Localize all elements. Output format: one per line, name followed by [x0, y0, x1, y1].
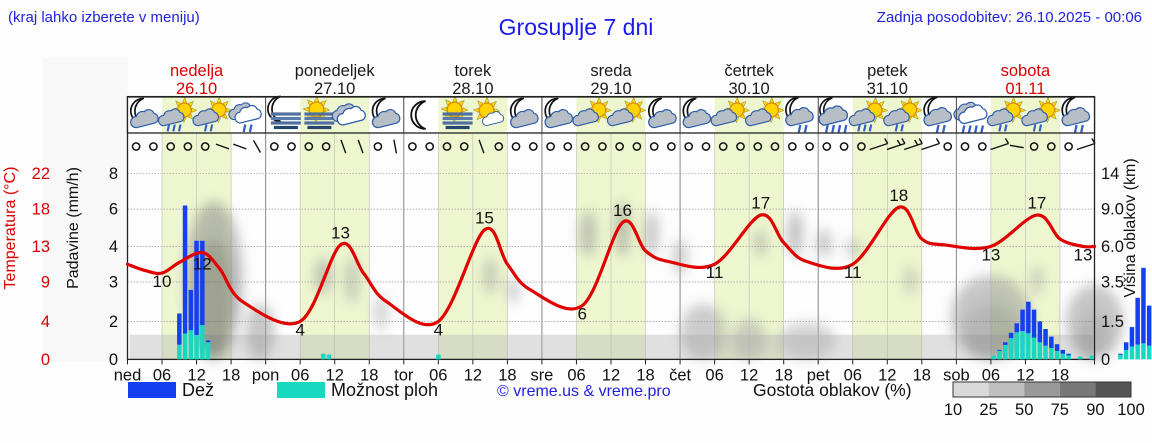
svg-text:13: 13	[331, 223, 350, 242]
svg-text:12: 12	[602, 366, 620, 384]
svg-text:nedelja: nedelja	[170, 62, 224, 80]
svg-text:četrtek: četrtek	[724, 62, 774, 80]
svg-text:Padavine (mm/h): Padavine (mm/h)	[65, 167, 82, 289]
svg-text:0: 0	[41, 351, 50, 369]
svg-text:01.11: 01.11	[1005, 80, 1045, 98]
svg-text:sobota: sobota	[1001, 62, 1051, 80]
svg-text:Dež: Dež	[182, 380, 214, 400]
svg-text:18: 18	[889, 186, 908, 205]
svg-text:75: 75	[1051, 401, 1069, 419]
svg-text:6.0: 6.0	[1101, 238, 1124, 256]
svg-text:petek: petek	[867, 62, 908, 80]
svg-text:6: 6	[577, 305, 586, 324]
svg-text:ponedeljek: ponedeljek	[295, 62, 376, 80]
svg-text:6: 6	[109, 201, 118, 219]
svg-text:25: 25	[979, 401, 997, 419]
svg-text:pon: pon	[252, 366, 280, 384]
svg-text:0: 0	[1101, 351, 1110, 369]
svg-text:3.5: 3.5	[1101, 274, 1124, 292]
svg-text:3: 3	[109, 274, 118, 292]
svg-text:18: 18	[222, 366, 240, 384]
svg-text:4: 4	[109, 238, 118, 256]
svg-text:12: 12	[193, 254, 212, 273]
svg-text:30.10: 30.10	[728, 80, 769, 98]
svg-text:22: 22	[32, 165, 50, 183]
svg-text:28.10: 28.10	[452, 80, 493, 98]
svg-text:10: 10	[153, 272, 172, 291]
svg-text:06: 06	[705, 366, 723, 384]
svg-text:27.10: 27.10	[314, 80, 355, 98]
svg-text:18: 18	[636, 366, 654, 384]
svg-text:50: 50	[1015, 401, 1033, 419]
svg-text:14: 14	[1101, 165, 1119, 183]
svg-text:čet: čet	[669, 366, 691, 384]
svg-text:15: 15	[475, 209, 494, 228]
svg-text:06: 06	[153, 366, 171, 384]
svg-text:16: 16	[613, 201, 632, 220]
svg-text:11: 11	[844, 263, 862, 282]
svg-text:© vreme.us & vreme.pro: © vreme.us & vreme.pro	[497, 383, 671, 400]
svg-text:11: 11	[706, 263, 724, 282]
svg-text:12: 12	[464, 366, 482, 384]
svg-text:18: 18	[32, 201, 50, 219]
svg-text:31.10: 31.10	[867, 80, 908, 98]
svg-text:18: 18	[498, 366, 516, 384]
svg-text:13: 13	[32, 238, 50, 256]
svg-text:4: 4	[41, 313, 50, 331]
svg-text:Višina oblakov (km): Višina oblakov (km)	[1122, 158, 1139, 297]
svg-text:13: 13	[1074, 245, 1093, 264]
svg-text:ned: ned	[114, 366, 142, 384]
svg-text:sreda: sreda	[590, 62, 632, 80]
svg-text:13: 13	[981, 245, 1000, 264]
svg-text:18: 18	[913, 366, 931, 384]
svg-text:17: 17	[751, 194, 770, 213]
svg-text:sre: sre	[530, 366, 553, 384]
svg-text:100: 100	[1117, 401, 1145, 419]
svg-text:06: 06	[291, 366, 309, 384]
svg-text:17: 17	[1027, 194, 1046, 213]
svg-text:1.5: 1.5	[1101, 313, 1124, 331]
svg-text:4: 4	[434, 320, 443, 339]
svg-text:Temperatura (°C): Temperatura (°C)	[2, 167, 19, 290]
svg-text:torek: torek	[455, 62, 492, 80]
svg-text:Možnost ploh: Možnost ploh	[331, 380, 438, 400]
svg-text:4: 4	[295, 320, 304, 339]
svg-text:2: 2	[109, 313, 118, 331]
svg-text:8: 8	[109, 165, 118, 183]
svg-text:10: 10	[944, 401, 962, 419]
svg-text:9.0: 9.0	[1101, 201, 1124, 219]
svg-text:26.10: 26.10	[176, 80, 217, 98]
svg-text:06: 06	[567, 366, 585, 384]
svg-text:Gostota oblakov (%): Gostota oblakov (%)	[753, 380, 912, 400]
svg-text:90: 90	[1086, 401, 1104, 419]
svg-text:29.10: 29.10	[590, 80, 631, 98]
svg-text:9: 9	[41, 274, 50, 292]
